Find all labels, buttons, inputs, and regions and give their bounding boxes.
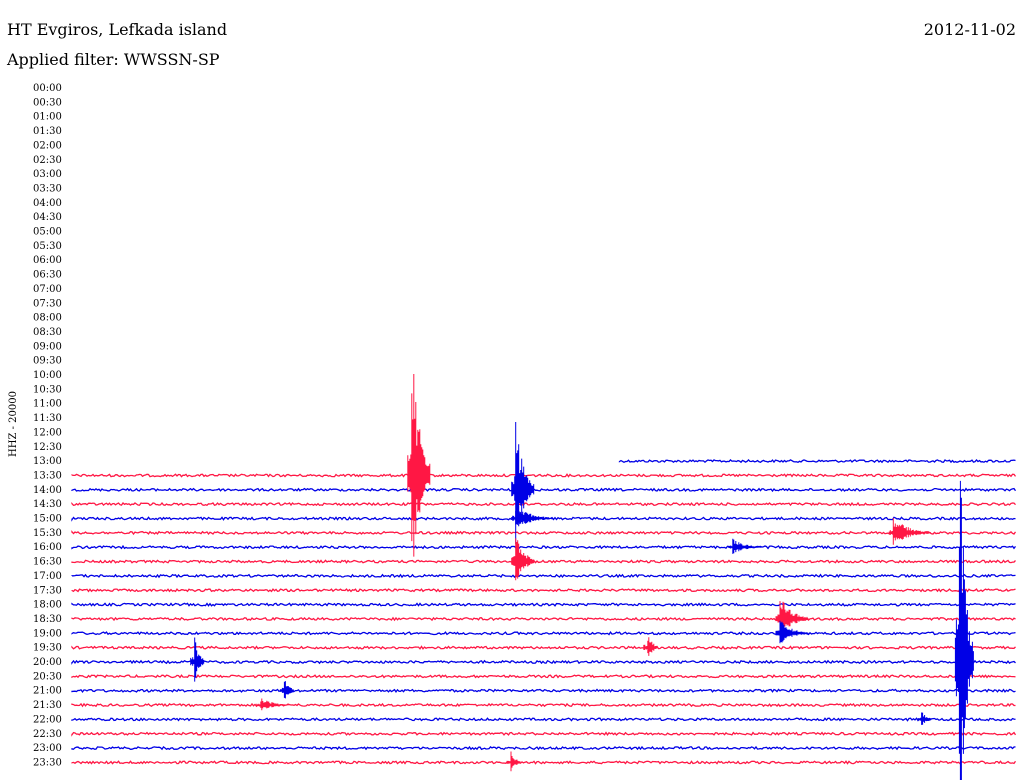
trace-row-1800: [71, 602, 1016, 607]
trace-row-2300: [71, 745, 1016, 751]
event-burst-12: [256, 698, 290, 711]
time-tick-label: 23:30: [33, 757, 62, 768]
time-tick-label: 09:30: [33, 356, 62, 367]
time-tick-label: 16:00: [33, 542, 62, 553]
trace-row-2330: [71, 760, 1017, 765]
trace-row-2230: [71, 731, 1017, 737]
event-burst-14: [506, 751, 521, 772]
time-tick-label: 00:30: [33, 97, 62, 108]
event-burst-13: [917, 712, 932, 725]
seismic-events: [190, 374, 974, 780]
time-tick-label: 05:30: [33, 241, 62, 252]
time-tick-label: 20:00: [33, 657, 62, 668]
time-tick-label: 14:30: [33, 499, 62, 510]
trace-row-2030: [71, 674, 1016, 679]
time-tick-label: 04:00: [33, 198, 62, 209]
y-axis-label: HHZ - 20000: [8, 391, 19, 457]
time-tick-label: 12:00: [33, 427, 62, 438]
trace-row-1900: [71, 630, 1016, 636]
time-tick-label: 06:30: [33, 270, 62, 281]
event-burst-7: [775, 620, 809, 644]
event-burst-10: [954, 480, 974, 780]
time-tick-label: 10:30: [33, 384, 62, 395]
time-tick-label: 05:00: [33, 227, 62, 238]
trace-row-1930: [71, 645, 1016, 650]
trace-row-1430: [71, 501, 1016, 507]
event-burst-1: [511, 422, 535, 544]
time-tick-label: 08:00: [33, 313, 62, 324]
event-burst-3: [888, 518, 931, 545]
time-tick-label: 02:00: [33, 140, 62, 151]
event-burst-6: [775, 601, 809, 634]
trace-row-1730: [71, 588, 1016, 593]
time-tick-label: 11:30: [33, 413, 62, 424]
trace-row-2100: [71, 688, 1016, 694]
event-burst-9: [190, 637, 205, 682]
seismic-traces: [71, 458, 1017, 765]
time-tick-label: 03:00: [33, 169, 62, 180]
time-tick-label: 02:30: [33, 155, 62, 166]
trace-row-1600: [71, 544, 1017, 550]
trace-row-2000: [71, 659, 1016, 665]
time-tick-label: 15:00: [33, 514, 62, 525]
trace-row-1530: [71, 530, 1017, 536]
filter-label: Applied filter: WWSSN-SP: [7, 50, 220, 69]
trace-row-1630: [71, 559, 1016, 564]
time-tick-label: 00:00: [33, 83, 62, 94]
time-tick-label: 23:00: [33, 743, 62, 754]
time-tick-label: 22:00: [33, 714, 62, 725]
event-burst-4: [728, 538, 762, 554]
time-tick-label: 22:30: [33, 729, 62, 740]
time-tick-label: 01:00: [33, 112, 62, 123]
event-burst-0: [407, 374, 431, 557]
time-tick-label: 07:30: [33, 298, 62, 309]
time-tick-label: 07:00: [33, 284, 62, 295]
date-label: 2012-11-02: [923, 20, 1016, 39]
trace-row-1830: [71, 616, 1016, 622]
time-tick-label: 14:00: [33, 485, 62, 496]
time-tick-label: 17:00: [33, 571, 62, 582]
time-tick-label: 18:30: [33, 614, 62, 625]
time-tick-label: 18:00: [33, 600, 62, 611]
time-tick-label: 12:30: [33, 442, 62, 453]
time-tick-label: 19:30: [33, 643, 62, 654]
time-tick-label: 13:30: [33, 470, 62, 481]
time-tick-label: 15:30: [33, 528, 62, 539]
time-tick-labels: 00:00 00:30 01:00 01:30 02:00 02:30 03:00 03:30…: [33, 83, 62, 768]
time-tick-label: 01:30: [33, 126, 62, 137]
event-burst-11: [279, 681, 294, 699]
trace-row-2130: [71, 702, 1016, 708]
time-tick-label: 17:30: [33, 585, 62, 596]
time-tick-label: 11:00: [33, 399, 62, 410]
event-burst-2: [511, 510, 554, 525]
time-tick-label: 09:00: [33, 341, 62, 352]
time-tick-label: 20:30: [33, 671, 62, 682]
time-tick-label: 03:30: [33, 183, 62, 194]
trace-row-1400: [71, 487, 1017, 493]
trace-row-2200: [71, 717, 1016, 722]
trace-row-1330: [71, 473, 1017, 478]
time-tick-label: 16:30: [33, 557, 62, 568]
time-tick-label: 10:00: [33, 370, 62, 381]
station-title: HT Evgiros, Lefkada island: [7, 20, 228, 39]
event-burst-5: [511, 538, 535, 581]
time-tick-label: 21:00: [33, 686, 62, 697]
time-tick-label: 08:30: [33, 327, 62, 338]
time-tick-label: 13:00: [33, 456, 62, 467]
time-tick-label: 06:00: [33, 255, 62, 266]
time-tick-label: 21:30: [33, 700, 62, 711]
time-tick-label: 04:30: [33, 212, 62, 223]
time-tick-label: 19:00: [33, 628, 62, 639]
trace-row-1300: [618, 458, 1016, 464]
event-burst-8: [643, 637, 658, 656]
trace-row-1700: [71, 573, 1016, 579]
